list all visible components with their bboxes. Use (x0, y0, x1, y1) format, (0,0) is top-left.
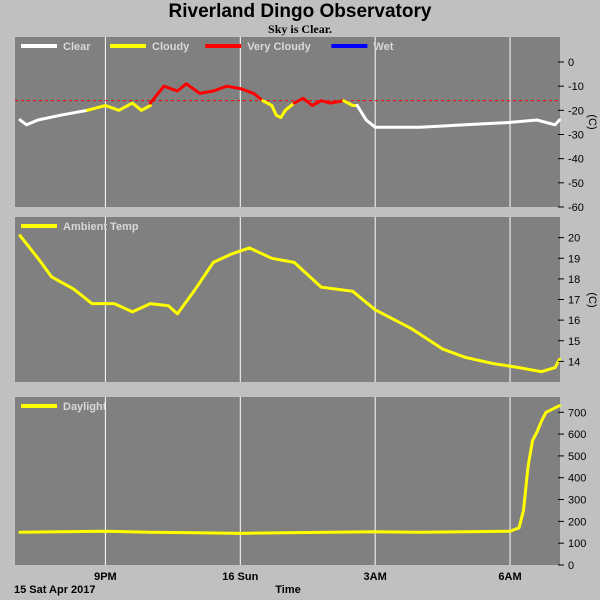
sky-temp-legend-label-very-cloudy: Very Cloudy (247, 41, 311, 53)
sky-temp-legend: Clear Cloudy Very Cloudy Wet (21, 41, 394, 53)
sky-temp-ylabel: (C) (586, 114, 598, 129)
sky-temp-line-clear-0 (18, 108, 89, 127)
daylight-ytick-label-0: 700 (568, 407, 586, 419)
sky-temp-ytick-label-4: -40 (568, 154, 584, 166)
ambient-temp-chart: 20 19 18 17 16 15 14 Ambient Temp (C) (15, 217, 598, 382)
daylight-line-daylight-0 (18, 404, 561, 535)
ambient-temp-ytick-label-2: 18 (568, 274, 580, 286)
x-tick-label-6am: 6AM (498, 571, 521, 583)
sky-temp-legend-label-clear: Clear (63, 41, 91, 53)
ambient-temp-ytick-label-5: 15 (568, 336, 580, 348)
sky-temp-legend-label-wet: Wet (373, 41, 393, 53)
daylight-yaxis: 700 600 500 400 300 200 100 0 (558, 407, 586, 572)
sky-temp-ytick-label-1: -10 (568, 81, 584, 93)
sky-temp-legend-label-cloudy: Cloudy (152, 41, 190, 53)
daylight-legend-label-daylight: Daylight (63, 401, 107, 413)
page-title: Riverland Dingo Observatory (168, 1, 432, 22)
ambient-temp-ytick-label-3: 17 (568, 295, 580, 307)
sky-temp-line-very-cloudy-2 (148, 82, 265, 105)
ambient-temp-yaxis: 20 19 18 17 16 15 14 (558, 233, 580, 368)
daylight-chart: 700 600 500 400 300 200 100 0 Daylight (15, 397, 586, 572)
ambient-temp-plot-area (15, 217, 560, 382)
sky-temp-yaxis: 0 -10 -20 -30 -40 -50 -60 (558, 57, 584, 214)
sky-temp-chart: 0 -10 -20 -30 -40 -50 -60 Clear Cloudy Very Clou… (15, 37, 598, 214)
daylight-ytick-label-3: 400 (568, 473, 586, 485)
sky-temp-ytick-label-5: -50 (568, 178, 584, 190)
daylight-ytick-label-1: 600 (568, 429, 586, 441)
daylight-legend: Daylight (21, 401, 107, 413)
sky-temp-grid (104, 37, 511, 207)
ambient-temp-line-ambient-temp-0 (18, 234, 561, 374)
sky-temp-ytick-label-2: -20 (568, 105, 584, 117)
sky-status: Sky is Clear. (268, 22, 332, 36)
sky-temp-line-clear-6 (355, 104, 561, 129)
daylight-ytick-label-2: 500 (568, 451, 586, 463)
daylight-ytick-label-7: 0 (568, 560, 574, 572)
sky-temp-ytick-label-3: -30 (568, 130, 584, 142)
daylight-series (18, 404, 561, 535)
date-label: 15 Sat Apr 2017 (14, 584, 96, 596)
daylight-ytick-label-4: 300 (568, 495, 586, 507)
sky-temp-ytick-label-6: -60 (568, 202, 584, 214)
daylight-ytick-label-6: 100 (568, 538, 586, 550)
sky-temp-plot-area (15, 37, 560, 207)
ambient-temp-ytick-label-1: 19 (568, 253, 580, 265)
daylight-ytick-label-5: 200 (568, 516, 586, 528)
daylight-grid (104, 397, 511, 565)
ambient-temp-ytick-label-4: 16 (568, 315, 580, 327)
ambient-temp-ytick-label-0: 20 (568, 233, 580, 245)
ambient-temp-ytick-label-6: 14 (568, 356, 580, 368)
daylight-plot-area (15, 397, 560, 565)
ambient-temp-grid (104, 217, 511, 382)
ambient-temp-legend-label-ambient-temp: Ambient Temp (63, 221, 139, 233)
ambient-temp-ylabel: (C) (586, 292, 598, 307)
x-tick-label-3am: 3AM (364, 571, 387, 583)
x-tick-label-16-sun: 16 Sun (222, 571, 258, 583)
time-axis: 9PM 16 Sun 3AM 6AM (94, 571, 522, 583)
sky-temp-line-cloudy-1 (85, 101, 152, 112)
sky-temp-line-cloudy-3 (261, 99, 296, 120)
x-axis-label: Time (275, 584, 300, 596)
sky-temp-ytick-label-0: 0 (568, 57, 574, 69)
sky-temp-line-very-cloudy-4 (292, 96, 346, 107)
sky-temp-series (15, 82, 561, 129)
ambient-temp-legend: Ambient Temp (21, 221, 139, 233)
x-tick-label-9pm: 9PM (94, 571, 117, 583)
ambient-temp-series (18, 234, 561, 374)
